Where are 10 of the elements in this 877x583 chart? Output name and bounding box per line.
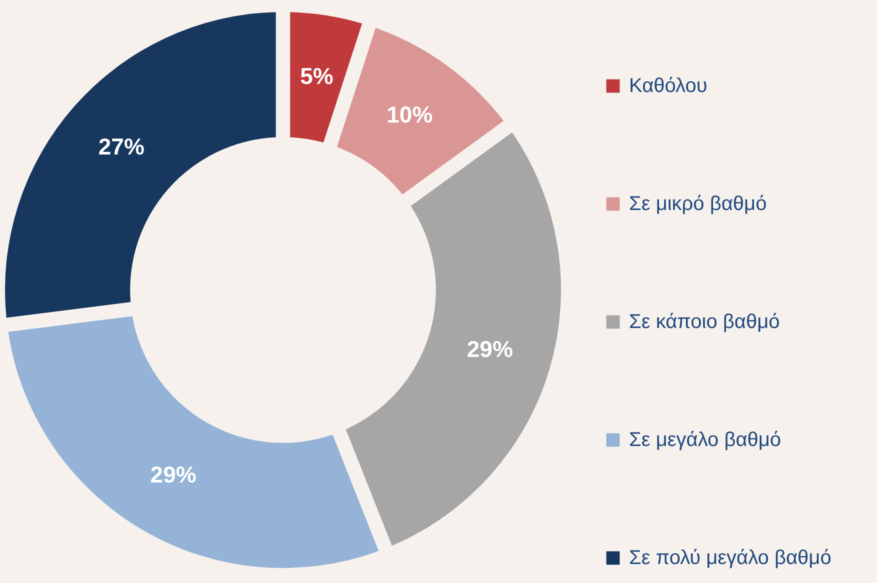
data-label: 29% xyxy=(466,336,513,362)
legend-label: Σε πολύ μεγάλο βαθμό xyxy=(629,547,832,569)
legend-label: Σε μικρό βαθμό xyxy=(629,193,767,215)
data-label: 5% xyxy=(300,63,334,90)
data-label: 29% xyxy=(150,461,196,488)
data-label: 27% xyxy=(98,134,144,160)
legend-label: Σε μεγάλο βαθμό xyxy=(629,429,782,451)
legend-label: Σε κάποιο βαθμό xyxy=(629,311,780,333)
legend-label: Καθόλου xyxy=(629,75,708,97)
data-label: 10% xyxy=(386,102,433,128)
